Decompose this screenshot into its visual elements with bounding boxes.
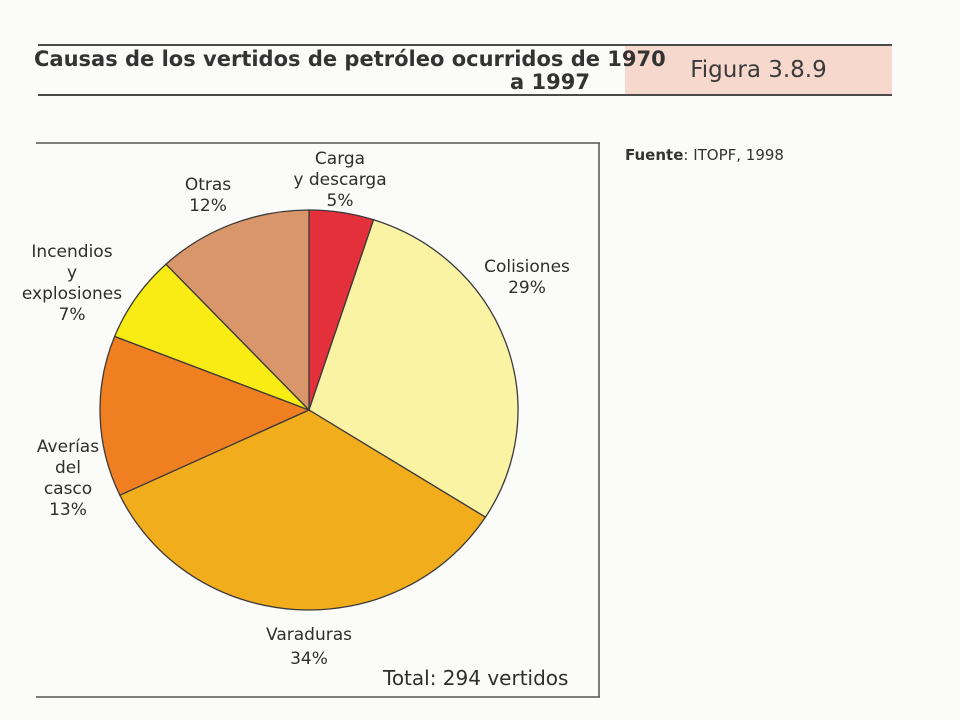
slice-label-0: Carga y descarga 5% [293,149,386,211]
pie-slice-varaduras [119,409,487,611]
slice-label-2: Varaduras 34% [266,625,352,669]
slice-label-4: Incendios y explosiones 7% [22,242,122,325]
header-bottom-rule [38,94,892,96]
total-label: Total: 294 vertidos [383,666,569,690]
pie-slice-averias-del-casco [99,335,311,497]
source-note: Fuente: ITOPF, 1998 [625,146,784,164]
figure-label: Figura 3.8.9 [690,57,827,83]
source-label: Fuente [625,146,684,164]
header-top-rule [38,44,892,46]
chart-title-line1: Causas de los vertidos de petróleo ocurr… [34,47,666,71]
figure-label-box: Figura 3.8.9 [625,46,892,94]
slice-label-3: Averías del casco 13% [37,437,99,520]
pie-slice-otras [164,209,310,412]
slice-label-5: Otras 12% [185,175,231,216]
chart-title: Causas de los vertidos de petróleo ocurr… [34,47,666,94]
slice-label-1: Colisiones 29% [484,257,570,298]
pie-slice-colisiones [308,218,519,519]
source-text: : ITOPF, 1998 [683,146,784,164]
chart-title-line2: a 1997 [510,70,590,94]
